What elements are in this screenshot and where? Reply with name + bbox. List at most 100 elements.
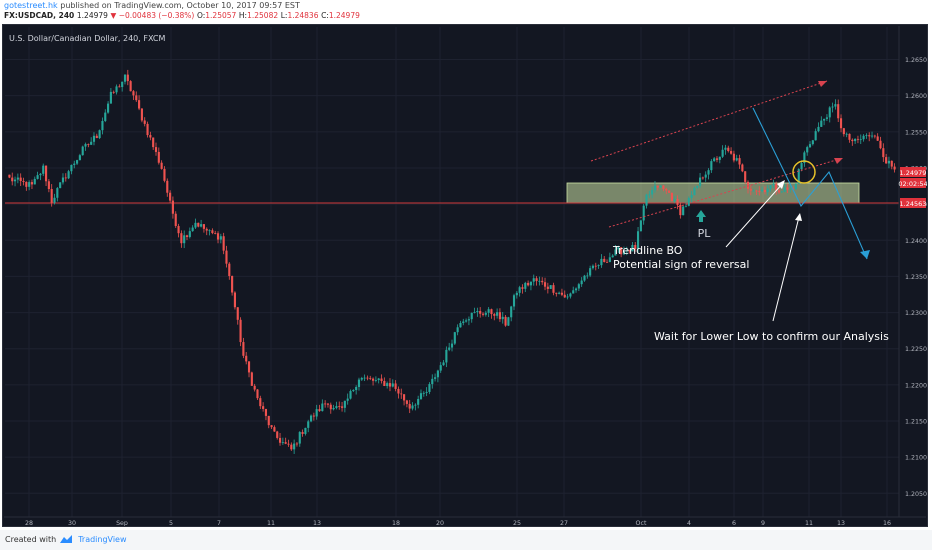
candle-body <box>690 195 693 198</box>
candle-body <box>730 151 733 154</box>
candle-body <box>411 405 414 409</box>
candle-body <box>887 160 891 164</box>
candle <box>710 159 713 173</box>
candle-body <box>205 228 208 231</box>
candle <box>431 374 434 389</box>
candle <box>53 193 56 205</box>
candle-body <box>721 149 724 157</box>
candle-body <box>431 378 434 385</box>
candle-body <box>332 407 335 410</box>
candle <box>442 359 445 366</box>
candle <box>236 307 239 325</box>
candle <box>473 307 476 314</box>
candle <box>504 314 507 327</box>
y-tick-label: 1.24000 <box>905 238 927 245</box>
y-tick-label: 1.22000 <box>905 382 927 389</box>
candle <box>893 163 896 173</box>
candle-body <box>98 130 101 139</box>
candle-body <box>87 144 90 145</box>
candle <box>693 186 696 196</box>
candle <box>879 136 882 150</box>
candle <box>636 226 640 253</box>
candle-body <box>84 144 87 147</box>
candle-body <box>574 288 578 291</box>
candle <box>90 137 93 146</box>
candle-body <box>11 177 14 182</box>
tradingview-brand-link[interactable]: TradingView <box>78 535 127 544</box>
candle <box>574 287 578 293</box>
channel-upper-line <box>590 80 828 162</box>
candle <box>191 225 194 232</box>
low-value: 1.24836 <box>287 11 319 20</box>
candle-body <box>439 365 442 371</box>
price-badges: 1.24979 02:02:54 1.24563 <box>898 167 928 208</box>
candle-body <box>772 183 775 186</box>
candle <box>87 143 90 148</box>
candle-body <box>146 123 149 136</box>
candle-body <box>157 151 160 163</box>
candle <box>885 153 888 164</box>
chart-frame[interactable]: PL Trendline BO Potential sign of revers… <box>2 24 931 527</box>
candle <box>118 84 121 88</box>
candle-body <box>479 310 482 314</box>
candle-body <box>374 380 377 381</box>
candle <box>59 182 62 189</box>
candle <box>154 142 158 156</box>
candle <box>73 160 76 169</box>
price-chart[interactable]: PL Trendline BO Potential sign of revers… <box>3 25 931 527</box>
candle <box>794 183 797 191</box>
candle-body <box>515 292 518 296</box>
candle <box>329 402 332 414</box>
candle-body <box>831 106 834 108</box>
candle-body <box>448 347 451 350</box>
candle-body <box>797 169 800 184</box>
candle-body <box>75 160 79 164</box>
candle-body <box>315 409 318 417</box>
candle <box>30 179 34 189</box>
candle <box>873 134 876 139</box>
candle <box>403 394 406 406</box>
candle-body <box>115 86 118 93</box>
high-label: H: <box>238 11 248 20</box>
candle <box>44 165 48 186</box>
candle <box>481 312 485 317</box>
candle-body <box>834 104 837 107</box>
candle <box>194 218 197 229</box>
candle-body <box>183 235 186 244</box>
candle-body <box>135 95 138 101</box>
candle <box>242 337 245 359</box>
candle-body <box>591 265 595 269</box>
candle-body <box>541 280 544 283</box>
candle <box>730 147 733 155</box>
candle <box>140 108 143 123</box>
candle-body <box>724 147 727 150</box>
candle <box>180 230 183 248</box>
candle-body <box>484 312 487 315</box>
reversal-sign-label: Potential sign of reversal <box>613 258 749 271</box>
candle-body <box>481 313 485 315</box>
candle-body <box>865 135 868 137</box>
candle-body <box>386 383 389 386</box>
candle-body <box>138 100 141 109</box>
candle-body <box>842 128 845 135</box>
candle-body <box>233 292 237 308</box>
candle <box>340 402 344 412</box>
open-label: O: <box>196 11 206 20</box>
author-link[interactable]: gotestreet.hk <box>4 1 58 10</box>
y-tick-label: 1.23000 <box>905 310 927 317</box>
candle <box>560 288 564 297</box>
candle <box>247 361 251 378</box>
candle-body <box>132 91 135 96</box>
x-tick-label: 7 <box>217 520 221 526</box>
candle <box>295 441 299 447</box>
candle-body <box>180 233 183 244</box>
candle <box>529 281 533 291</box>
candle-body <box>121 81 124 88</box>
candle-body <box>329 404 332 410</box>
candle <box>817 122 820 133</box>
candle-body <box>735 158 738 161</box>
candle-body <box>639 220 642 232</box>
candle <box>202 224 205 233</box>
candle-body <box>250 372 253 386</box>
x-tick-label: 13 <box>313 520 321 526</box>
